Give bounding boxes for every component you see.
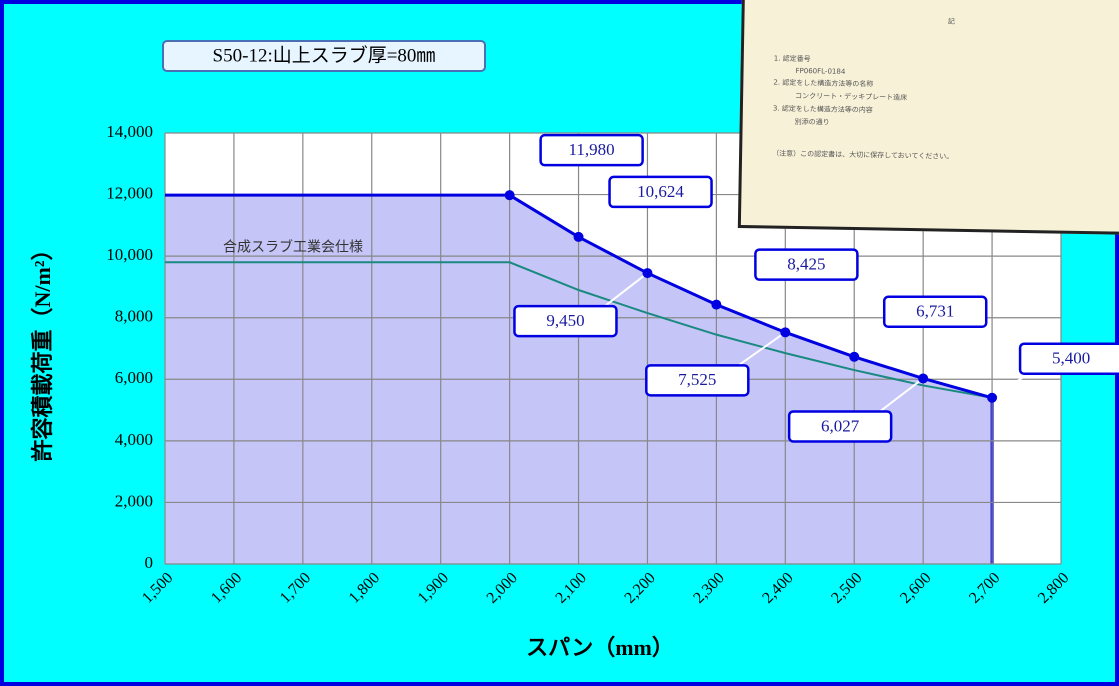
series-line — [165, 261, 993, 399]
callout-box — [754, 248, 859, 281]
y-tick-label: 0 — [145, 553, 154, 572]
marker — [849, 351, 860, 362]
inset-item: 別添の通り — [794, 117, 830, 127]
callout-box — [787, 410, 893, 443]
value-label: 9,450 — [546, 311, 584, 330]
value-label: 7,525 — [678, 370, 716, 389]
value-label: 6,027 — [821, 416, 860, 435]
marker — [918, 373, 929, 384]
chart-title: S50-12:山上スラブ厚=80㎜ — [213, 43, 436, 66]
marker — [711, 299, 722, 310]
value-label: 5,400 — [1052, 349, 1090, 368]
marker — [780, 327, 791, 338]
callout-box — [645, 364, 750, 397]
callout-box — [882, 295, 988, 329]
value-label: 6,731 — [916, 302, 954, 321]
series-label: 合成スラブ工業会仕様 — [223, 239, 363, 256]
marker — [573, 231, 584, 242]
marker — [504, 190, 515, 201]
y-tick-label: 6,000 — [115, 368, 153, 387]
y-tick-label: 2,000 — [115, 491, 153, 510]
value-label: 11,980 — [569, 140, 615, 159]
y-axis-title: 許容積載荷重（N/m²） — [30, 239, 55, 462]
y-tick-label: 12,000 — [106, 183, 153, 202]
inset-note: （注意）この認定書は、大切に保存しておいてください。 — [772, 149, 954, 161]
y-tick-label: 4,000 — [115, 430, 153, 449]
inset-document: 記 1. 認定番号 FP060FL-0184 2. 認定をした構造方法等の名称 コンク… — [737, 0, 1119, 235]
inset-items: 1. 認定番号 FP060FL-0184 2. 認定をした構造方法等の名称 コンクリー… — [773, 54, 1119, 133]
callout-box — [1018, 342, 1119, 376]
marker — [642, 268, 653, 279]
callout-box — [539, 133, 644, 167]
x-axis-title: スパン（mm） — [526, 635, 674, 660]
title-box — [162, 40, 486, 72]
y-tick-label: 10,000 — [106, 245, 153, 264]
value-label: 8,425 — [787, 255, 825, 274]
callout-box — [513, 304, 618, 338]
value-label: 10,624 — [637, 182, 684, 201]
y-tick-label: 8,000 — [115, 307, 153, 326]
callout-box — [608, 175, 713, 209]
inset-heading: 記 — [947, 17, 956, 26]
y-tick-label: 14,000 — [106, 122, 153, 141]
marker — [987, 392, 998, 403]
